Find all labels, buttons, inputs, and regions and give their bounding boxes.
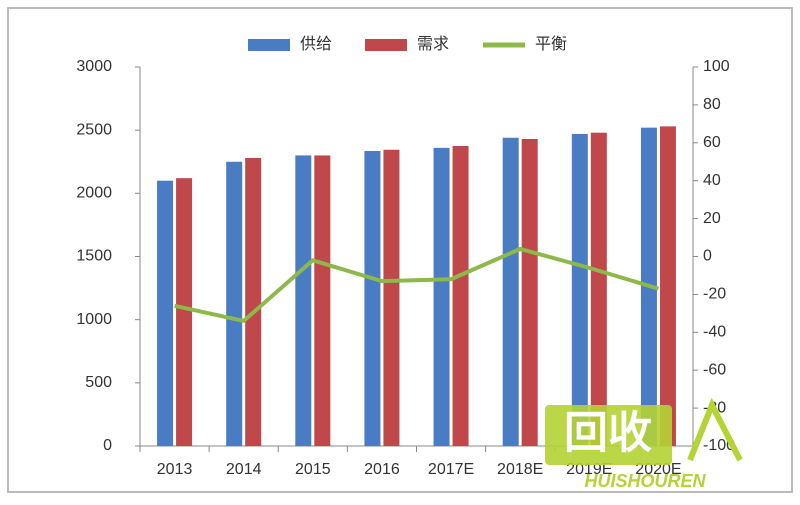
y2-tick-label: 100 xyxy=(703,58,730,75)
bar xyxy=(452,145,469,447)
y-tick-label: 2500 xyxy=(76,121,112,138)
y2-tick-label: 0 xyxy=(703,248,712,265)
bar xyxy=(659,126,676,447)
y2-tick-label: 20 xyxy=(703,210,721,227)
x-tick-label: 2015 xyxy=(295,461,331,478)
x-tick-label: 2014 xyxy=(226,461,262,478)
legend-label: 平衡 xyxy=(535,35,567,53)
legend-swatch xyxy=(248,39,290,51)
bar xyxy=(226,161,243,446)
y-tick-label: 2000 xyxy=(76,185,112,202)
x-tick-label: 2013 xyxy=(157,461,193,478)
y-tick-label: 500 xyxy=(85,374,112,391)
watermark-box xyxy=(545,405,672,465)
watermark-logo: 回收 xyxy=(564,409,652,458)
bar xyxy=(295,155,312,446)
x-tick-label: 2018E xyxy=(497,461,543,478)
bar xyxy=(314,155,331,446)
y-tick-label: 0 xyxy=(103,437,112,454)
y2-tick-label: 40 xyxy=(703,172,721,189)
watermark-icon xyxy=(687,397,743,462)
x-tick-label: 2017E xyxy=(428,461,474,478)
y2-tick-label: -100 xyxy=(703,437,735,454)
legend-label: 需求 xyxy=(417,35,449,53)
bar xyxy=(502,137,519,446)
y-tick-label: 1500 xyxy=(76,248,112,265)
y2-tick-label: 60 xyxy=(703,134,721,151)
bar xyxy=(176,178,193,446)
bar xyxy=(433,147,450,446)
legend-label: 供给 xyxy=(300,35,332,53)
bar xyxy=(521,139,538,446)
line xyxy=(174,246,660,323)
x-tick-label: 2020E xyxy=(635,461,681,478)
legend-swatch xyxy=(365,39,407,51)
y-tick-label: 3000 xyxy=(76,58,112,75)
bar xyxy=(364,151,381,447)
bar xyxy=(245,157,262,446)
bar xyxy=(157,180,174,446)
y2-tick-label: 80 xyxy=(703,96,721,113)
y2-tick-label: -20 xyxy=(703,286,726,303)
watermark-brand: HUISHOUREN xyxy=(584,471,706,491)
bar xyxy=(383,149,400,446)
y2-tick-label: -40 xyxy=(703,324,726,341)
x-tick-label: 2016 xyxy=(364,461,400,478)
x-tick-label: 2019E xyxy=(566,461,612,478)
bar xyxy=(590,132,607,446)
bar xyxy=(571,133,588,446)
y-tick-label: 1000 xyxy=(76,311,112,328)
y2-tick-label: -60 xyxy=(703,361,726,378)
